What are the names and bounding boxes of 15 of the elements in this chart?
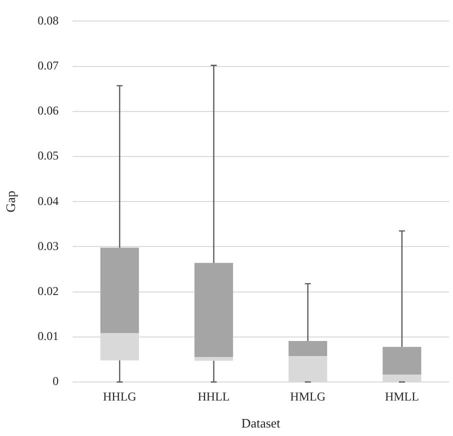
x-tick-label: HHLG [102, 389, 137, 404]
x-tick-label: HMLG [290, 389, 326, 404]
y-tick-label: 0.03 [38, 238, 59, 253]
y-axis-title: Gap [3, 190, 18, 212]
x-axis-title: Dataset [241, 416, 281, 431]
y-tick-label: 0.01 [38, 329, 59, 344]
x-tick-label: HMLL [384, 389, 419, 404]
y-tick-label: 0.07 [38, 58, 59, 72]
x-tick-label: HHLL [198, 389, 230, 404]
y-tick-label: 0 [52, 374, 59, 388]
y-tick-label: 0.05 [38, 148, 59, 163]
y-tick-label: 0.06 [38, 104, 59, 118]
y-tick-label: 0.02 [38, 284, 59, 298]
y-tick-label: 0.04 [38, 194, 59, 208]
y-tick-label: 0.08 [38, 13, 59, 28]
